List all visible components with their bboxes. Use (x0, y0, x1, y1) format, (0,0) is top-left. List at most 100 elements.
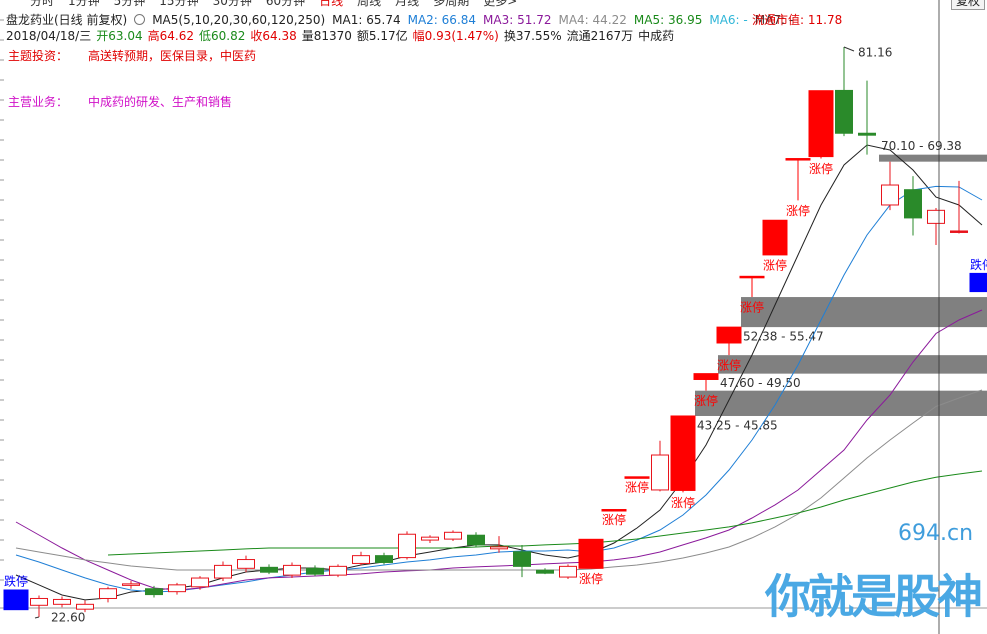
gap-zone (695, 390, 987, 416)
candle-body (467, 534, 485, 546)
candle-body (881, 184, 899, 206)
candle-body (601, 509, 627, 512)
candle-body (808, 90, 834, 158)
limit-label: 涨停 (717, 358, 741, 373)
candle-body (306, 567, 324, 575)
candle-body (950, 230, 968, 233)
ma-legend: MA4: 44.22 (558, 13, 626, 27)
candle-body (260, 566, 278, 573)
ma-line (15, 185, 983, 593)
candle-body (145, 588, 163, 596)
ohlc-label: 低 (198, 29, 211, 43)
period-tab[interactable]: 1分钟 (68, 0, 100, 8)
ohlc-label: 收 (250, 29, 263, 43)
ma-value: 66.84 (441, 12, 477, 27)
low-pointer (34, 616, 40, 619)
ma-legend: MA6: - (709, 13, 747, 27)
watermark-slogan: 你就是股神 (764, 570, 983, 624)
candle-body (398, 533, 416, 559)
limit-label: 涨停 (763, 257, 787, 272)
period-toolbar: 分时 1分钟 5分钟 15分钟 30分钟 60分钟 日线 周线 月线 多周期 更多> (30, 0, 517, 9)
ohlc-item: 开63.04 (96, 27, 142, 44)
candle-body (191, 577, 209, 588)
theme-row: 主题投资： 高送转预期，医保目录，中医药 (8, 47, 256, 64)
info-line: 2018/04/18/三 开63.04 高64.62 低60.82 收64.38 量81… (6, 27, 674, 44)
info-item: 中成药 (638, 29, 675, 43)
ma-value: 44.22 (592, 12, 627, 27)
period-tab[interactable]: 日线 (319, 0, 344, 8)
ma-value: - (788, 12, 794, 27)
ma-name: MA3: (483, 12, 514, 27)
ma-name: MA2: (407, 12, 438, 27)
ma-line (15, 389, 983, 571)
high-pointer (843, 46, 855, 52)
candle-body (99, 588, 117, 599)
candle-body (421, 536, 439, 541)
candle-body (444, 531, 462, 540)
ma-legend: MA1: 65.74 (332, 13, 400, 27)
ohlc-item: 收64.38 (250, 27, 296, 44)
candle-body (716, 326, 742, 344)
candle-body (76, 603, 94, 610)
period-tab[interactable]: 分时 (30, 0, 55, 8)
candle-body (329, 565, 347, 576)
period-tab[interactable]: 周线 (357, 0, 382, 8)
ma-name: MA1: (332, 12, 363, 27)
gap-label: 52.38 - 55.47 (743, 330, 824, 344)
limit-label: 涨停 (625, 479, 649, 494)
ma-value: - (743, 12, 748, 27)
ma-params: MA5(5,10,20,30,60,120,250) (152, 12, 326, 27)
period-tab[interactable]: 30分钟 (212, 0, 252, 8)
ohlc-value: 64.38 (262, 29, 297, 43)
high-mark-label: 81.16 (858, 46, 892, 60)
gap-zone (718, 355, 987, 374)
ma-legend: MA7: - (755, 13, 793, 27)
ma-name: MA6: (709, 12, 740, 27)
gap-label: 47.60 - 49.50 (720, 376, 801, 390)
period-tab[interactable]: 更多> (483, 0, 518, 8)
ma-name: MA5: (633, 12, 665, 27)
stock-title: 盘龙药业(日线 前复权) (6, 13, 128, 27)
candle-body (122, 583, 140, 586)
limit-label: 跌停 (970, 257, 987, 272)
candle-body (835, 89, 853, 134)
period-tab[interactable]: 多周期 (433, 0, 470, 8)
limit-label: 涨停 (694, 393, 718, 408)
candle-body (578, 538, 604, 569)
limit-label: 涨停 (809, 161, 833, 176)
adjust-button[interactable]: 复权 (950, 0, 985, 10)
header-line: 盘龙药业(日线 前复权) MA5(5,10,20,30,60,120,250) … (6, 11, 793, 28)
ma-value: 51.72 (517, 12, 552, 27)
period-tab[interactable]: 月线 (395, 0, 420, 8)
candle-body (969, 272, 987, 293)
candle-body (53, 598, 71, 605)
candle-body (168, 584, 186, 593)
ma-legend: MA5: 36.95 (634, 13, 702, 27)
theme-label: 主题投资： (8, 49, 69, 63)
candle-body (30, 597, 48, 606)
period-tab[interactable]: 15分钟 (159, 0, 199, 8)
business-row: 主营业务： 中成药的研发、生产和销售 (8, 93, 232, 110)
candle-body (513, 551, 531, 567)
candle-body (670, 415, 696, 491)
period-tab[interactable]: 60分钟 (265, 0, 306, 8)
ma-legend: MA2: 66.84 (408, 13, 476, 27)
settings-icon[interactable] (134, 14, 146, 25)
candle-body (375, 555, 393, 563)
ma-name: MA7: (754, 12, 786, 27)
period-tab[interactable]: 5分钟 (113, 0, 146, 8)
info-item: 幅0.93(1.47%) (412, 29, 499, 43)
info-item: 量81370 (301, 29, 352, 43)
info-item: 换37.55% (503, 29, 562, 43)
gap-label: 43.25 - 45.85 (697, 418, 778, 432)
candle-body (237, 559, 255, 569)
ohlc-value: 63.04 (108, 29, 143, 43)
candle-body (858, 132, 876, 136)
ohlc-value: 60.82 (210, 29, 246, 43)
ma-value: 36.95 (667, 12, 703, 27)
theme-text: 高送转预期，医保目录，中医药 (88, 49, 257, 63)
ma-line (107, 470, 983, 556)
candle-body (927, 209, 945, 224)
candle-body (904, 189, 922, 219)
